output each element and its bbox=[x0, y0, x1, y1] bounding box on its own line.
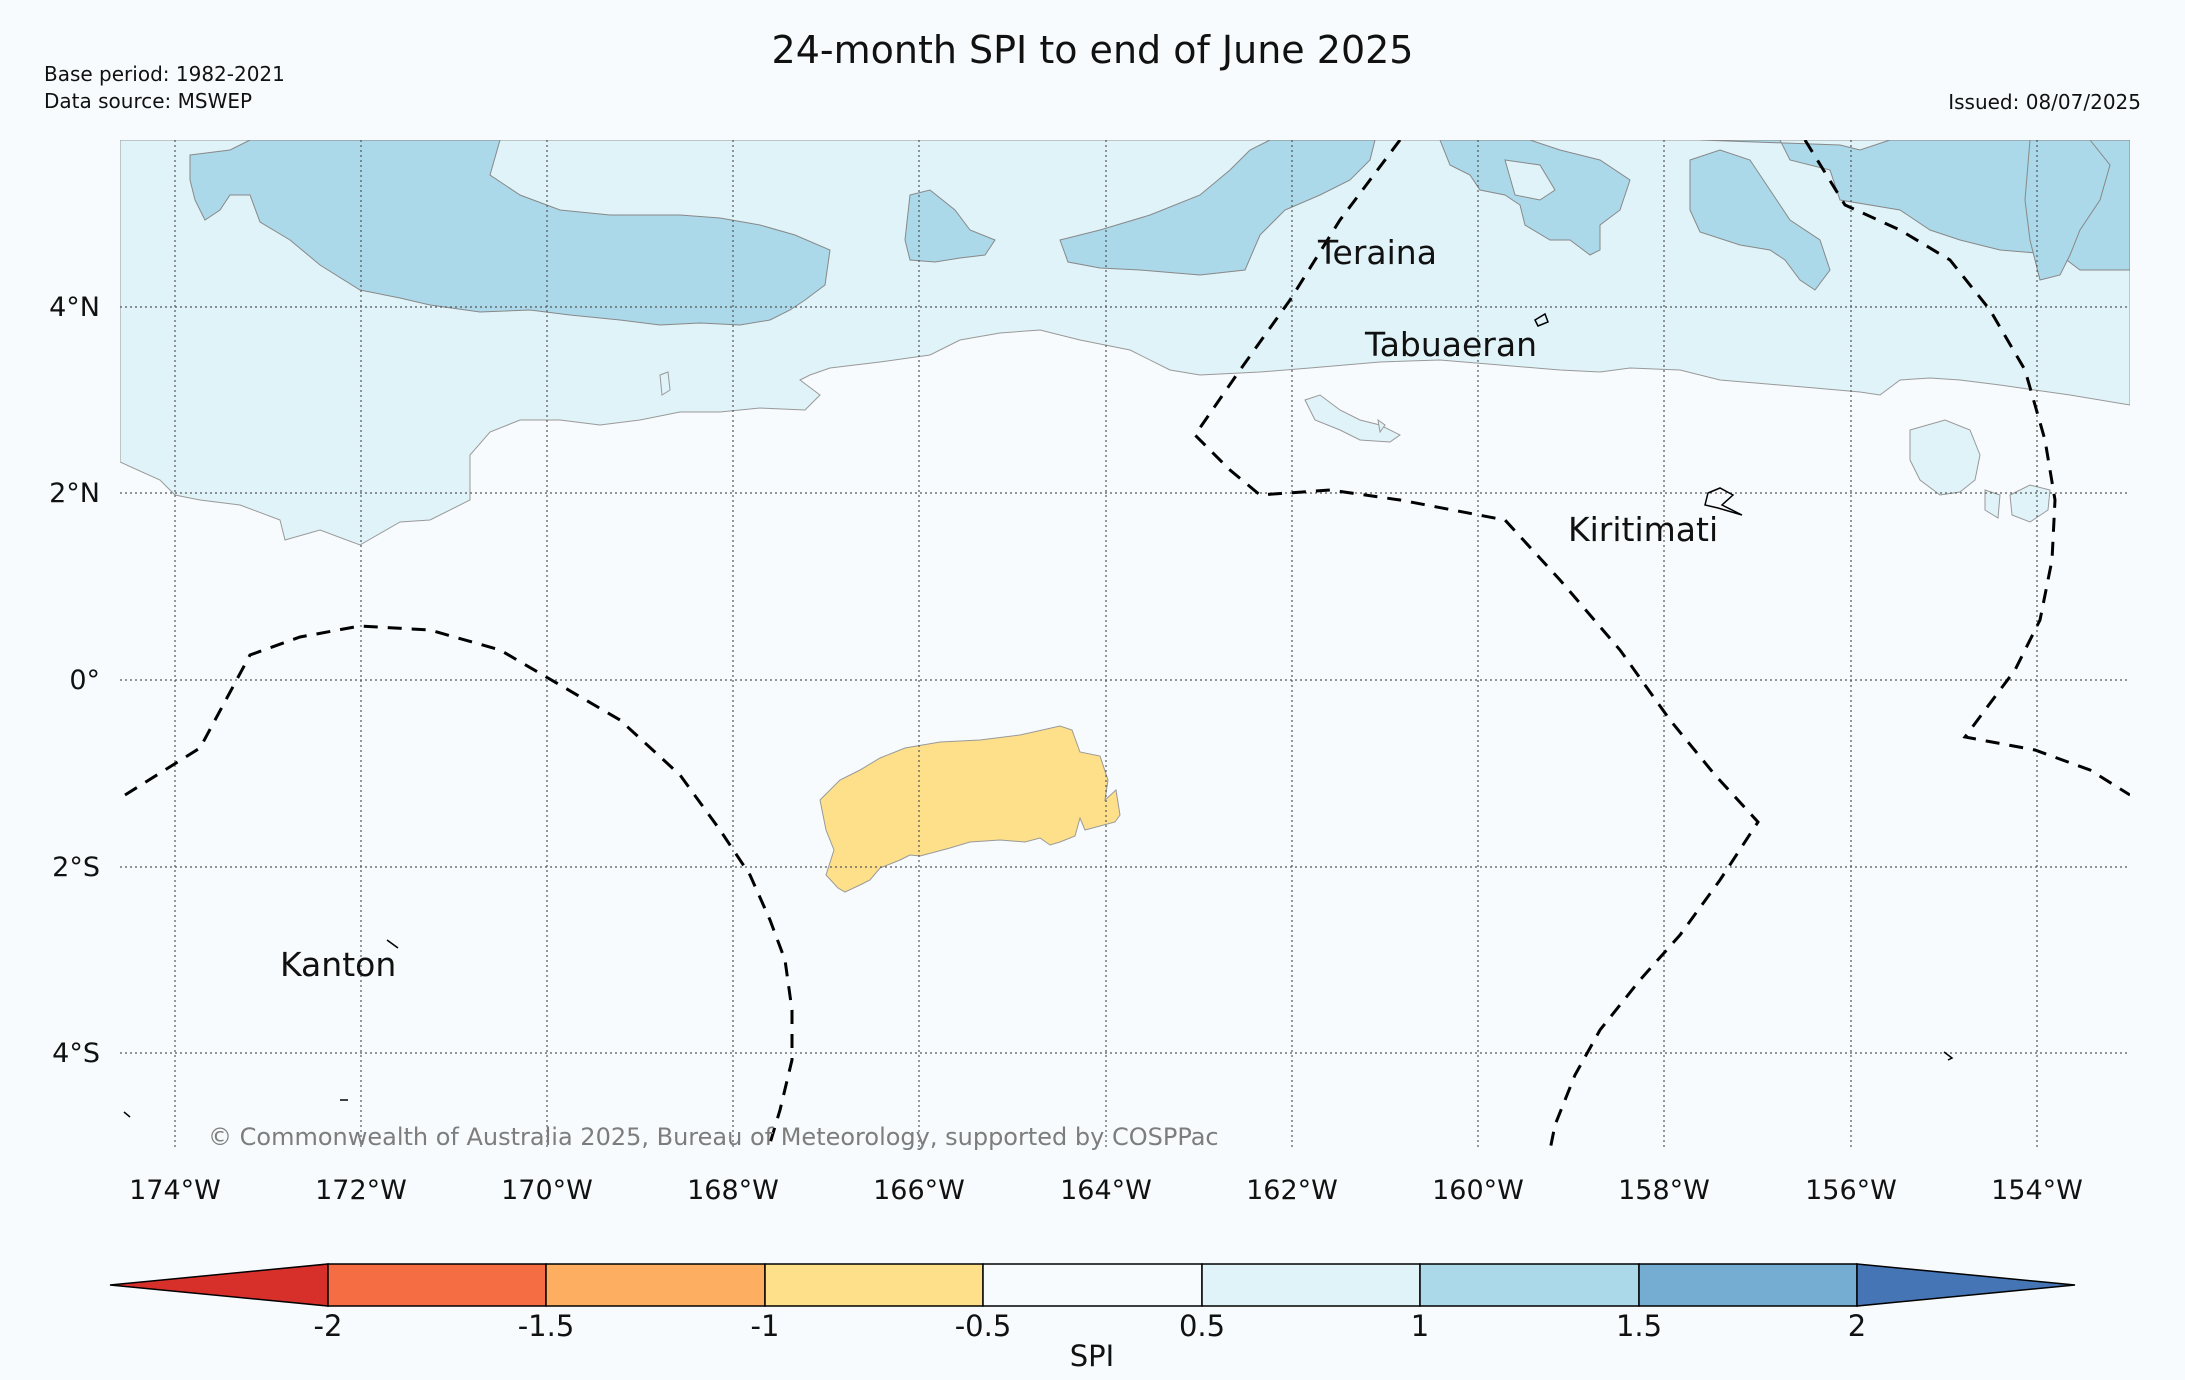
lon-label: 172°W bbox=[315, 1175, 407, 1206]
colorbar-segment bbox=[327, 1263, 547, 1307]
colorbar-segment bbox=[1201, 1263, 1421, 1307]
lat-label: 4°S bbox=[52, 1038, 100, 1069]
colorbar bbox=[109, 1263, 2076, 1307]
colorbar-tick-label: 1.5 bbox=[1616, 1309, 1662, 1343]
lon-label: 162°W bbox=[1246, 1175, 1338, 1206]
place-label-kanton: Kanton bbox=[280, 945, 396, 984]
colorbar-segment bbox=[1638, 1263, 1858, 1307]
copyright-notice: © Commonwealth of Australia 2025, Bureau… bbox=[208, 1123, 1219, 1151]
longitude-labels: 174°W 172°W 170°W 168°W 166°W 164°W 162°… bbox=[129, 1175, 2083, 1206]
lon-label: 174°W bbox=[129, 1175, 221, 1206]
spi-region-light-blue-islands bbox=[659, 371, 2051, 523]
lat-label: 4°N bbox=[49, 292, 100, 323]
map-title: 24-month SPI to end of June 2025 bbox=[771, 28, 1414, 72]
spi-region-yellow bbox=[819, 725, 1121, 893]
colorbar-segment bbox=[1419, 1263, 1640, 1307]
place-label-teraina: Teraina bbox=[1317, 233, 1437, 272]
colorbar-tick-label: -0.5 bbox=[955, 1309, 1012, 1343]
colorbar-extend-low bbox=[109, 1263, 329, 1307]
place-label-kiritimati: Kiritimati bbox=[1568, 510, 1718, 549]
spi-region-medium-blue bbox=[189, 140, 2130, 326]
colorbar-tick-label: -2 bbox=[314, 1309, 343, 1343]
data-source: Data source: MSWEP bbox=[44, 89, 253, 113]
lon-label: 166°W bbox=[873, 1175, 965, 1206]
colorbar-segment bbox=[545, 1263, 766, 1307]
colorbar-label: SPI bbox=[1070, 1339, 1114, 1373]
colorbar-ticks: -2 -1.5 -1 -0.5 0.5 1 1.5 2 bbox=[314, 1309, 1867, 1343]
lon-label: 164°W bbox=[1060, 1175, 1152, 1206]
issued-date: Issued: 08/07/2025 bbox=[1948, 90, 2141, 114]
colorbar-tick-label: 0.5 bbox=[1179, 1309, 1225, 1343]
colorbar-tick-label: 2 bbox=[1848, 1309, 1866, 1343]
lon-label: 158°W bbox=[1618, 1175, 1710, 1206]
island-outlines bbox=[123, 312, 1954, 1118]
lat-label: 2°S bbox=[52, 852, 100, 883]
latitude-labels: 4°N 2°N 0° 2°S 4°S bbox=[49, 292, 100, 1069]
lon-label: 156°W bbox=[1805, 1175, 1897, 1206]
colorbar-extend-high bbox=[1856, 1263, 2076, 1307]
lon-label: 154°W bbox=[1991, 1175, 2083, 1206]
place-label-tabuaeran: Tabuaeran bbox=[1364, 325, 1537, 364]
colorbar-tick-label: 1 bbox=[1411, 1309, 1429, 1343]
meta-info: Base period: 1982-2021 Data source: MSWE… bbox=[44, 61, 285, 115]
lat-label: 0° bbox=[69, 665, 100, 696]
lat-label: 2°N bbox=[49, 478, 100, 509]
lon-label: 168°W bbox=[687, 1175, 779, 1206]
colorbar-segment bbox=[764, 1263, 984, 1307]
colorbar-segment bbox=[982, 1263, 1203, 1307]
lon-label: 170°W bbox=[501, 1175, 593, 1206]
colorbar-tick-label: -1.5 bbox=[518, 1309, 575, 1343]
lon-label: 160°W bbox=[1432, 1175, 1524, 1206]
base-period: Base period: 1982-2021 bbox=[44, 62, 285, 86]
colorbar-tick-label: -1 bbox=[751, 1309, 780, 1343]
grid-lines bbox=[120, 140, 2130, 1150]
eez-boundaries bbox=[124, 140, 2130, 1150]
